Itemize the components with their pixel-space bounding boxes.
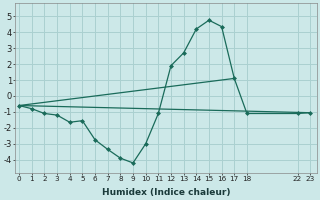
X-axis label: Humidex (Indice chaleur): Humidex (Indice chaleur) — [102, 188, 230, 197]
